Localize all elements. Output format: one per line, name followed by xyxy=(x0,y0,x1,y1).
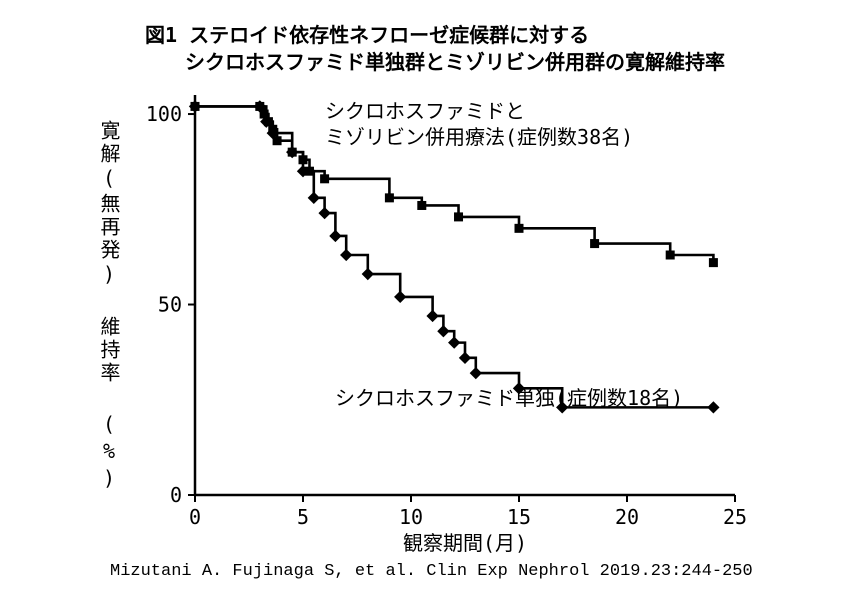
marker-diamond xyxy=(437,325,449,337)
marker-square xyxy=(709,258,718,267)
series-label-combo: ミゾリビン併用療法(症例数38名) xyxy=(325,125,633,149)
y-tick-label: 100 xyxy=(146,102,182,126)
marker-diamond xyxy=(362,268,374,280)
x-axis-label: 観察期間(月) xyxy=(403,531,527,555)
km-chart: 0 5 10 15 20 25 0 50 100 観察期間(月) シクロホスファミドとミゾリビン併用… xyxy=(0,0,849,601)
series-label-combo: シクロホスファミドと xyxy=(325,99,525,123)
x-tick-label: 25 xyxy=(723,505,747,529)
y-tick-label: 0 xyxy=(170,483,182,507)
marker-diamond xyxy=(426,310,438,322)
marker-square xyxy=(320,174,329,183)
series-label-mono: シクロホスファミド単独(症例数18名) xyxy=(335,386,683,410)
marker-square xyxy=(590,239,599,248)
citation-text: Mizutani A. Fujinaga S, et al. Clin Exp … xyxy=(110,562,753,581)
marker-diamond xyxy=(459,352,471,364)
marker-square xyxy=(666,251,675,260)
page: 図1 ステロイド依存性ネフローゼ症候群に対する シクロホスファミド単独群とミゾリ… xyxy=(0,0,849,601)
x-tick-label: 10 xyxy=(399,505,423,529)
x-tick-label: 15 xyxy=(507,505,531,529)
x-tick-label: 5 xyxy=(297,505,309,529)
marker-square xyxy=(454,212,463,221)
marker-diamond xyxy=(470,367,482,379)
marker-diamond xyxy=(340,249,352,261)
x-tick-label: 0 xyxy=(189,505,201,529)
marker-square xyxy=(385,193,394,202)
y-tick-label: 50 xyxy=(158,293,182,317)
marker-square xyxy=(515,224,524,233)
marker-diamond xyxy=(318,207,330,219)
marker-diamond xyxy=(707,401,719,413)
marker-diamond xyxy=(394,291,406,303)
series-line-mono xyxy=(195,106,713,407)
marker-diamond xyxy=(448,336,460,348)
x-tick-label: 20 xyxy=(615,505,639,529)
marker-diamond xyxy=(329,230,341,242)
marker-square xyxy=(417,201,426,210)
marker-diamond xyxy=(308,192,320,204)
